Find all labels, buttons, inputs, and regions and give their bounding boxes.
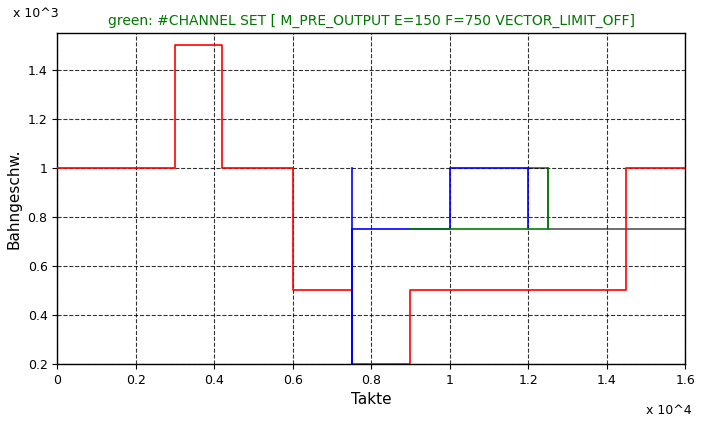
Text: x 10^4: x 10^4 <box>646 404 691 417</box>
Text: x 10^3: x 10^3 <box>13 7 59 20</box>
Title: green: #CHANNEL SET [ M_PRE_OUTPUT E=150 F=750 VECTOR_LIMIT_OFF]: green: #CHANNEL SET [ M_PRE_OUTPUT E=150… <box>107 14 635 28</box>
X-axis label: Takte: Takte <box>351 392 392 407</box>
Y-axis label: Bahngeschw.: Bahngeschw. <box>7 148 22 249</box>
